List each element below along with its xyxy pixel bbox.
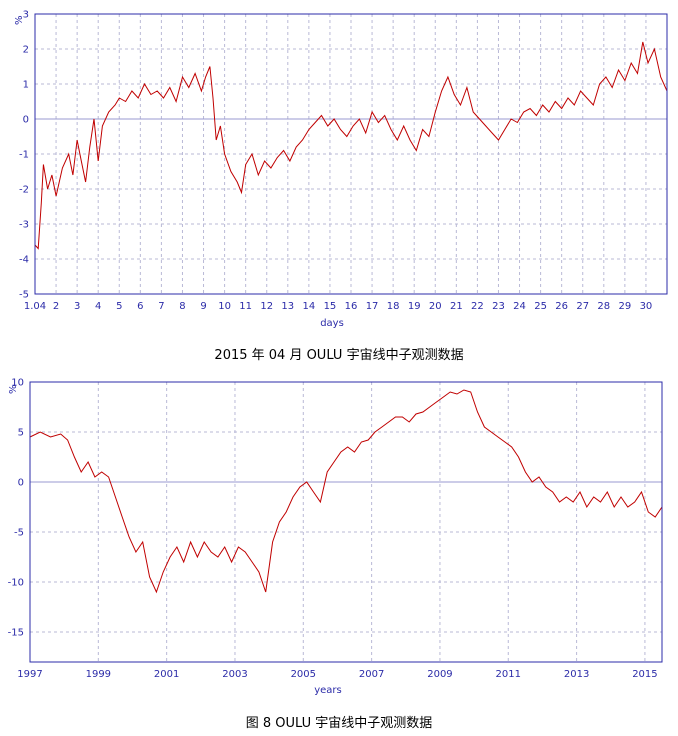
y-tick-label: 1 (23, 80, 29, 91)
grid-yearly (30, 381, 662, 662)
y-tick-label: -15 (8, 628, 24, 639)
series-line (34, 41, 668, 250)
y-tick-label: -2 (19, 185, 29, 196)
x-tick-label: 2005 (291, 669, 316, 680)
x-tick-label: 8 (179, 301, 185, 312)
x-tick-label: 2003 (222, 669, 247, 680)
x-tick-label: 12 (260, 301, 273, 312)
x-tick-label: 23 (492, 301, 505, 312)
x-tick-label: 13 (281, 301, 294, 312)
plot-frame-daily (34, 13, 668, 295)
x-tick-label: 28 (597, 301, 610, 312)
x-tick-label: 1999 (86, 669, 111, 680)
x-tick-label: 2015 (632, 669, 657, 680)
x-tick-label: 2009 (427, 669, 452, 680)
x-tick-label: 10 (218, 301, 231, 312)
plot-frame-yearly (29, 381, 663, 663)
x-tick-label: 30 (640, 301, 653, 312)
x-tick-label: 1997 (17, 669, 42, 680)
x-tick-label: 14 (302, 301, 315, 312)
y-tick-label: -10 (8, 578, 24, 589)
x-tick-label: 2013 (564, 669, 589, 680)
x-ticks-yearly: 1997 1999 2001 2003 2005 2007 2009 2011 2013 2015 (17, 669, 657, 680)
y-tick-label: 5 (18, 428, 24, 439)
x-tick-label: 1.04 (24, 301, 46, 312)
y-tick-label: -5 (14, 528, 24, 539)
y-tick-label: -3 (19, 220, 29, 231)
series-line (29, 389, 663, 594)
x-axis-title-yearly: years (314, 685, 342, 696)
y-tick-label: 0 (18, 478, 24, 489)
unit-label-yearly: % (8, 384, 19, 394)
x-tick-label: 18 (387, 301, 400, 312)
unit-label-daily: % (14, 15, 25, 25)
x-tick-label: 5 (116, 301, 122, 312)
y-tick-label: 3 (23, 10, 29, 21)
x-tick-label: 11 (239, 301, 252, 312)
caption-yearly: 图 8 OULU 宇宙线中子观测数据 (245, 716, 433, 731)
x-tick-label: 20 (429, 301, 442, 312)
x-tick-label: 7 (158, 301, 164, 312)
x-tick-label: 3 (74, 301, 80, 312)
x-tick-label: 25 (534, 301, 547, 312)
y-tick-label: 2 (23, 45, 29, 56)
x-tick-label: 17 (366, 301, 379, 312)
x-tick-label: 6 (137, 301, 143, 312)
grid-daily (35, 13, 667, 295)
x-tick-label: 4 (95, 301, 101, 312)
chart-yearly: 10 5 0 -5 -10 -15 1997 1999 2001 2003 2005 2007 200… (8, 378, 663, 696)
x-tick-label: 16 (345, 301, 358, 312)
series-yearly (29, 389, 663, 594)
x-tick-label: 2007 (359, 669, 384, 680)
x-tick-label: 15 (324, 301, 337, 312)
y-tick-label: 10 (11, 378, 24, 389)
y-tick-label: -5 (19, 290, 29, 301)
x-axis-title-daily: days (320, 318, 344, 329)
y-tick-label: 0 (23, 115, 29, 126)
x-ticks-daily: 1.04 2 3 4 5 6 7 8 9 10 11 12 13 14 15 16 17 18 19 20 21 22 23… (24, 301, 652, 312)
x-tick-label: 2 (53, 301, 59, 312)
x-tick-label: 29 (618, 301, 631, 312)
x-tick-label: 21 (450, 301, 463, 312)
y-ticks-yearly: 10 5 0 -5 -10 -15 (8, 378, 24, 639)
x-tick-label: 22 (471, 301, 484, 312)
caption-daily: 2015 年 04 月 OULU 宇宙线中子观测数据 (214, 348, 464, 363)
y-tick-label: -1 (19, 150, 29, 161)
x-tick-label: 27 (576, 301, 589, 312)
x-tick-label: 24 (513, 301, 526, 312)
x-tick-label: 19 (408, 301, 421, 312)
y-tick-label: -4 (19, 255, 29, 266)
x-tick-label: 9 (200, 301, 206, 312)
x-tick-label: 26 (555, 301, 568, 312)
y-ticks-daily: 3 2 1 0 -1 -2 -3 -4 -5 (19, 10, 29, 301)
x-tick-label: 2001 (154, 669, 179, 680)
x-tick-label: 2011 (496, 669, 521, 680)
series-daily (34, 41, 668, 250)
